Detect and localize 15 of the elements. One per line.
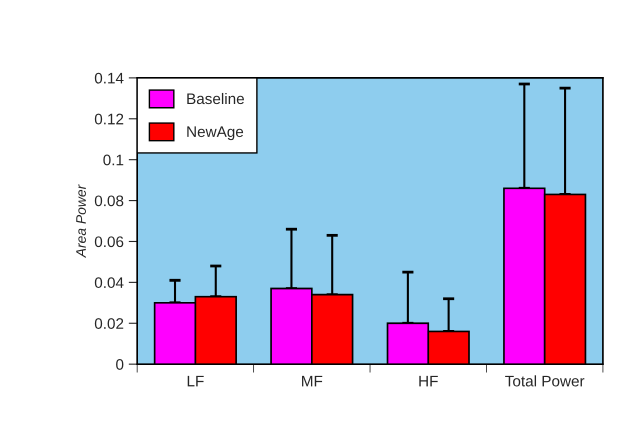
x-tick-label: MF (302, 376, 322, 386)
legend-label: Baseline (187, 92, 244, 104)
y-tick-label: 0.12 (94, 114, 124, 124)
y-tick-label: 0.08 (94, 195, 124, 206)
y-tick-label: 0.1 (103, 154, 124, 166)
x-tick-label: LF (188, 376, 204, 386)
legend-label: NewAge (187, 126, 244, 140)
x-tick-label: Total Power (505, 375, 584, 386)
y-tick-label: 0 (116, 359, 124, 370)
y-tick-label: 0.02 (94, 318, 124, 329)
y-tick-label: 0.14 (94, 72, 124, 84)
y-axis-title: Area Power (76, 184, 86, 258)
y-tick-label: 0.06 (94, 236, 124, 248)
y-tick-label: 0.04 (94, 277, 124, 288)
x-tick-label: HF (419, 376, 438, 386)
